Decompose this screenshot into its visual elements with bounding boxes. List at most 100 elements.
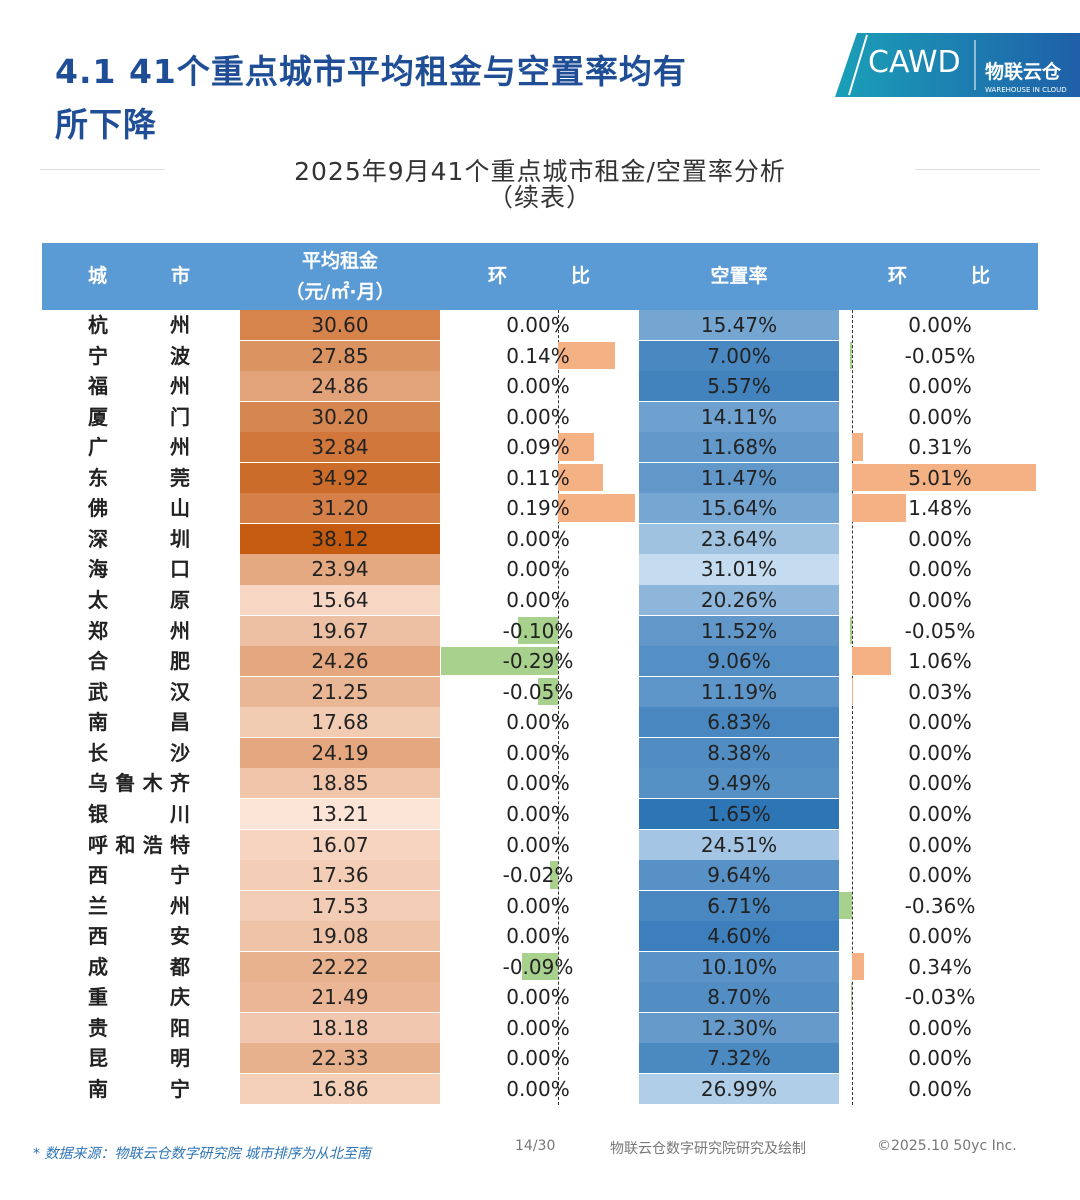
table-cell: 太原: [88, 588, 190, 613]
change-bar: [517, 616, 558, 645]
table-cell: 0.00%: [908, 771, 972, 796]
rent-bg: [240, 737, 440, 768]
vacancy-bg: [639, 585, 839, 616]
table-cell: 武汉: [88, 679, 190, 704]
rent-bg: [240, 523, 440, 554]
rent-bg: [240, 707, 440, 738]
table-cell: 0.14%: [506, 343, 570, 368]
table-cell: 0.00%: [908, 801, 972, 826]
change-bar: [537, 677, 558, 706]
table-cell: 0.00%: [506, 710, 570, 735]
rent-bg: [240, 768, 440, 799]
vacancy-bg: [639, 462, 839, 493]
table-cell: 宁波: [88, 343, 190, 368]
table-cell: 0.00%: [506, 588, 570, 613]
table-cell: 12.30%: [700, 1015, 778, 1040]
change-bar: [558, 494, 635, 522]
table-cell: 15.64: [311, 588, 369, 613]
vacancy-bg: [639, 432, 839, 463]
rent-bg: [240, 432, 440, 463]
table-cell: 0.00%: [506, 801, 570, 826]
table-cell: 佛山: [88, 496, 190, 521]
table-cell: 24.86: [311, 374, 369, 399]
table-cell: 海口: [88, 557, 190, 582]
table-cell: 9.64%: [707, 863, 771, 888]
logo-text: CAWD: [868, 45, 961, 80]
table-cell: 0.00%: [506, 740, 570, 765]
table-cell: 0.00%: [506, 985, 570, 1010]
table-cell: 19.08: [311, 924, 369, 949]
table-cell: 22.22: [311, 954, 369, 979]
vacancy-bg: [639, 310, 839, 341]
vacancy-bg: [639, 890, 839, 921]
table-cell: 乌鲁木齐: [88, 771, 190, 796]
table-cell: -0.03%: [904, 985, 976, 1010]
header-cell: 空置率: [710, 265, 768, 287]
header-cell: 城市: [88, 265, 190, 287]
vacancy-bg: [639, 737, 839, 768]
table-cell: 5.57%: [707, 374, 771, 399]
vacancy-bg: [639, 1074, 839, 1105]
table-cell: 17.36: [311, 863, 369, 888]
table-cell: 19.67: [311, 618, 369, 643]
rent-bg: [240, 340, 440, 371]
table-cell: 34.92: [311, 465, 369, 490]
vacancy-bg: [639, 1012, 839, 1043]
header-cell: 环比: [888, 265, 990, 287]
table-cell: 0.00%: [506, 771, 570, 796]
header-bg: [42, 243, 1038, 310]
table-cell: 26.99%: [700, 1077, 778, 1101]
table-cell: 31.20: [311, 496, 369, 521]
table-cell: 30.20: [311, 404, 369, 429]
change-bar: [852, 647, 891, 675]
logo-brand-en: WAREHOUSE IN CLOUD: [985, 86, 1067, 94]
table-cell: 23.64%: [700, 526, 778, 551]
change-bar: [558, 433, 595, 461]
table-cell: 17.53: [311, 893, 369, 918]
table-cell: 0.11%: [506, 465, 570, 490]
table-cell: 0.00%: [908, 863, 972, 888]
table-cell: 呼和浩特: [88, 832, 190, 857]
rent-bg: [240, 860, 440, 891]
header-cell: 平均租金: [301, 250, 378, 272]
vacancy-bg: [639, 798, 839, 829]
table-cell: 13.21: [311, 801, 369, 826]
table-cell: 南宁: [88, 1077, 190, 1101]
table-cell: 0.34%: [908, 954, 972, 979]
table-cell: 16.07: [311, 832, 369, 857]
table-cell: 0.03%: [908, 679, 972, 704]
table-cell: 0.00%: [908, 832, 972, 857]
table-cell: 0.00%: [908, 710, 972, 735]
table-cell: 0.00%: [908, 1077, 972, 1101]
vacancy-bg: [639, 615, 839, 646]
table-cell: 0.00%: [506, 1077, 570, 1101]
table-cell: 0.00%: [506, 1046, 570, 1071]
table-cell: 24.51%: [700, 832, 778, 857]
vacancy-bg: [639, 401, 839, 432]
rent-bg: [240, 829, 440, 860]
vacancy-bg: [639, 371, 839, 402]
subtitle: （续表）: [487, 183, 592, 212]
change-bar: [521, 952, 558, 981]
change-bar: [852, 677, 854, 706]
rent-bg: [240, 554, 440, 585]
rent-bg: [240, 1043, 440, 1074]
table-cell: 0.00%: [908, 557, 972, 582]
vacancy-bg: [639, 554, 839, 585]
vacancy-bg: [639, 707, 839, 738]
table-cell: 广州: [88, 435, 190, 460]
vacancy-bg: [639, 676, 839, 707]
table-cell: 0.00%: [908, 313, 972, 337]
change-bar: [838, 891, 852, 920]
rent-bg: [240, 371, 440, 402]
change-bar: [558, 341, 615, 370]
table-cell: 9.49%: [707, 771, 771, 796]
table-cell: 30.60: [311, 313, 369, 337]
table-cell: -0.10%: [502, 618, 574, 643]
table-cell: -0.02%: [502, 863, 574, 888]
rent-bg: [240, 890, 440, 921]
vacancy-bg: [639, 921, 839, 952]
table-cell: 11.52%: [700, 618, 778, 643]
table-cell: 0.00%: [506, 557, 570, 582]
header-cell: （元/㎡·月）: [285, 281, 395, 303]
